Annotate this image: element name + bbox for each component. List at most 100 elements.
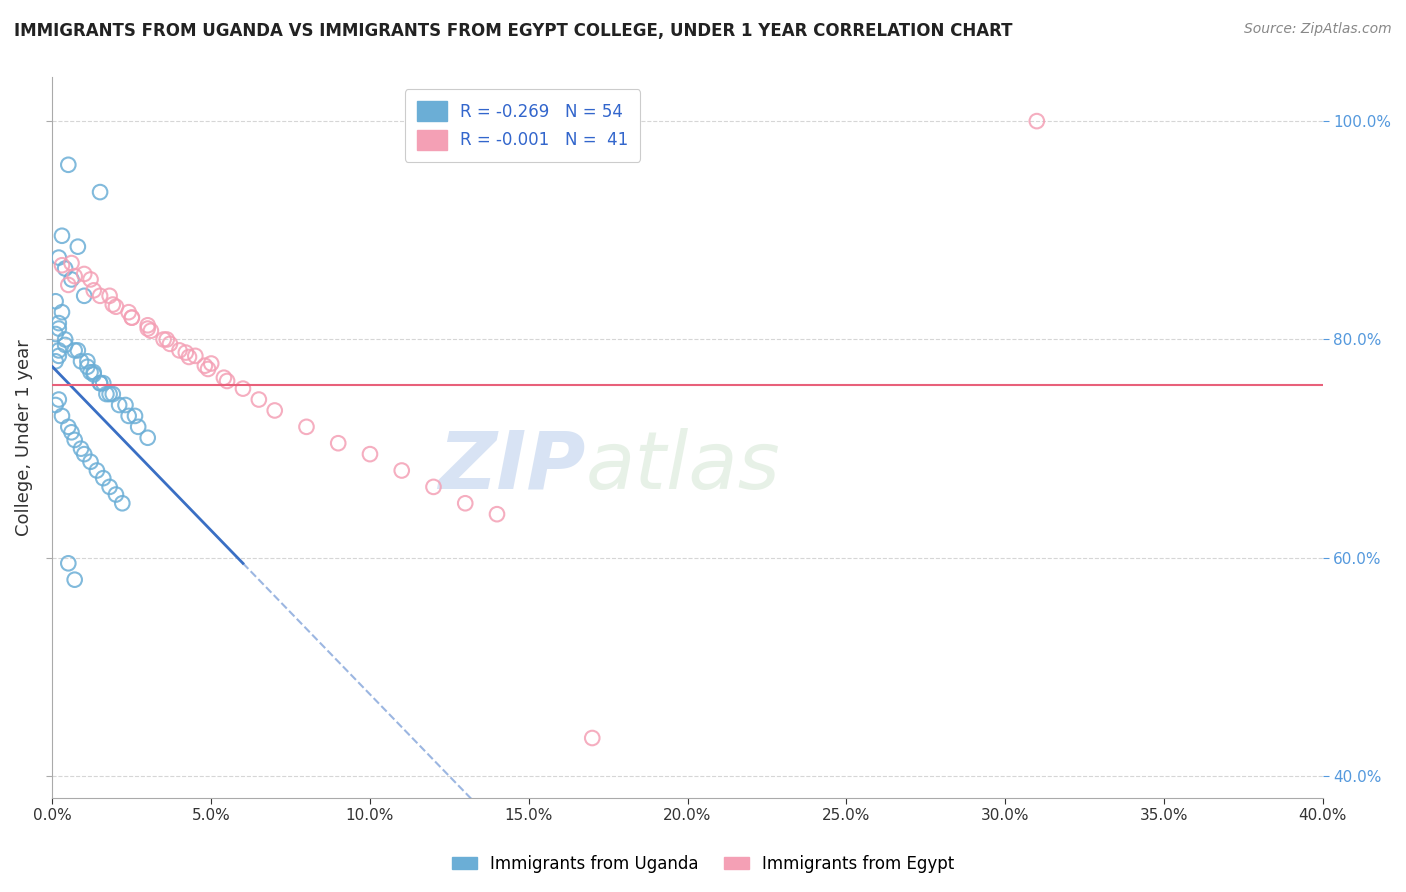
Point: [89, 376, 111, 391]
Point: [485, 507, 508, 521]
Legend: Immigrants from Uganda, Immigrants from Egypt: Immigrants from Uganda, Immigrants from …: [446, 848, 960, 880]
Point: [45, 326, 67, 341]
Point: [83, 365, 105, 379]
Point: [121, 310, 143, 325]
Point: [391, 463, 413, 477]
Point: [53, 261, 76, 276]
Point: [53, 333, 76, 347]
Point: [232, 382, 254, 396]
Point: [184, 349, 207, 363]
Point: [79, 272, 101, 286]
Text: atlas: atlas: [586, 427, 780, 506]
Point: [247, 392, 270, 407]
Point: [177, 350, 200, 364]
Point: [156, 333, 179, 347]
Point: [89, 185, 111, 199]
Point: [98, 289, 121, 303]
Point: [111, 496, 134, 510]
Point: [51, 305, 73, 319]
Point: [51, 228, 73, 243]
Point: [89, 376, 111, 391]
Point: [45, 294, 67, 309]
Legend: R = -0.269   N = 54, R = -0.001   N =  41: R = -0.269 N = 54, R = -0.001 N = 41: [405, 89, 640, 161]
Point: [48, 392, 70, 407]
Point: [127, 420, 149, 434]
Point: [136, 431, 159, 445]
Point: [422, 480, 444, 494]
Point: [118, 305, 141, 319]
Point: [108, 398, 131, 412]
Point: [63, 343, 86, 358]
Point: [60, 425, 83, 440]
Point: [98, 480, 121, 494]
Point: [104, 300, 127, 314]
Point: [101, 297, 124, 311]
Point: [70, 354, 93, 368]
Point: [169, 343, 191, 358]
Point: [83, 368, 105, 382]
Point: [79, 455, 101, 469]
Text: IMMIGRANTS FROM UGANDA VS IMMIGRANTS FROM EGYPT COLLEGE, UNDER 1 YEAR CORRELATIO: IMMIGRANTS FROM UGANDA VS IMMIGRANTS FRO…: [14, 22, 1012, 40]
Point: [73, 289, 96, 303]
Point: [83, 284, 105, 298]
Point: [76, 354, 98, 368]
Point: [48, 343, 70, 358]
Point: [194, 359, 217, 373]
Point: [212, 370, 235, 384]
Point: [1025, 114, 1047, 128]
Point: [60, 272, 83, 286]
Point: [200, 357, 222, 371]
Point: [124, 409, 146, 423]
Point: [66, 240, 89, 254]
Point: [70, 442, 93, 456]
Point: [174, 345, 197, 359]
Point: [89, 289, 111, 303]
Point: [60, 256, 83, 270]
Point: [217, 374, 239, 388]
Point: [159, 336, 181, 351]
Point: [359, 447, 381, 461]
Point: [263, 403, 285, 417]
Point: [66, 343, 89, 358]
Point: [63, 433, 86, 447]
Point: [48, 316, 70, 330]
Point: [45, 398, 67, 412]
Point: [581, 731, 603, 745]
Point: [58, 277, 80, 292]
Point: [79, 365, 101, 379]
Point: [454, 496, 477, 510]
Text: ZIP: ZIP: [439, 427, 586, 506]
Point: [295, 420, 318, 434]
Point: [101, 387, 124, 401]
Point: [136, 321, 159, 335]
Point: [118, 409, 141, 423]
Point: [53, 338, 76, 352]
Point: [197, 362, 219, 376]
Point: [328, 436, 350, 450]
Point: [91, 471, 114, 485]
Point: [91, 376, 114, 391]
Point: [48, 321, 70, 335]
Text: Source: ZipAtlas.com: Source: ZipAtlas.com: [1244, 22, 1392, 37]
Point: [98, 387, 121, 401]
Point: [51, 258, 73, 272]
Point: [58, 158, 80, 172]
Point: [76, 359, 98, 374]
Point: [139, 324, 162, 338]
Point: [73, 447, 96, 461]
Point: [58, 557, 80, 571]
Point: [58, 420, 80, 434]
Point: [63, 269, 86, 284]
Point: [48, 251, 70, 265]
Point: [63, 573, 86, 587]
Point: [48, 349, 70, 363]
Point: [152, 333, 174, 347]
Point: [121, 310, 143, 325]
Point: [86, 463, 108, 477]
Y-axis label: College, Under 1 year: College, Under 1 year: [15, 339, 32, 536]
Point: [104, 487, 127, 501]
Point: [51, 409, 73, 423]
Point: [96, 387, 118, 401]
Point: [136, 318, 159, 333]
Point: [114, 398, 136, 412]
